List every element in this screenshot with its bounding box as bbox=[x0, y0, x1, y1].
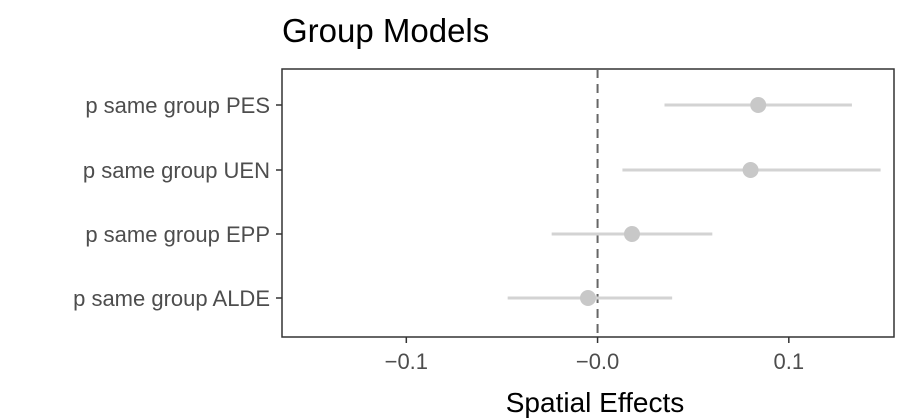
chart-title: Group Models bbox=[282, 12, 489, 49]
x-axis-label: Spatial Effects bbox=[506, 387, 684, 418]
x-axis-tick-labels: −0.1 −0.0 0.1 bbox=[385, 349, 805, 374]
x-tick-label: −0.1 bbox=[385, 349, 428, 374]
x-tick-label: −0.0 bbox=[576, 349, 619, 374]
x-axis-ticks bbox=[405, 337, 790, 343]
point-estimate bbox=[750, 97, 767, 113]
y-axis-labels: p same group PES p same group UEN p same g… bbox=[73, 93, 270, 311]
point-estimates bbox=[580, 97, 767, 306]
point-estimate bbox=[742, 162, 759, 178]
y-tick-label: p same group UEN bbox=[83, 158, 270, 183]
point-estimate bbox=[580, 290, 596, 306]
point-estimate bbox=[623, 226, 640, 242]
y-tick-label: p same group PES bbox=[85, 93, 270, 118]
y-tick-label: p same group ALDE bbox=[73, 286, 270, 311]
x-tick-label: 0.1 bbox=[774, 349, 805, 374]
y-axis-ticks bbox=[276, 104, 282, 299]
y-tick-label: p same group EPP bbox=[85, 222, 270, 247]
